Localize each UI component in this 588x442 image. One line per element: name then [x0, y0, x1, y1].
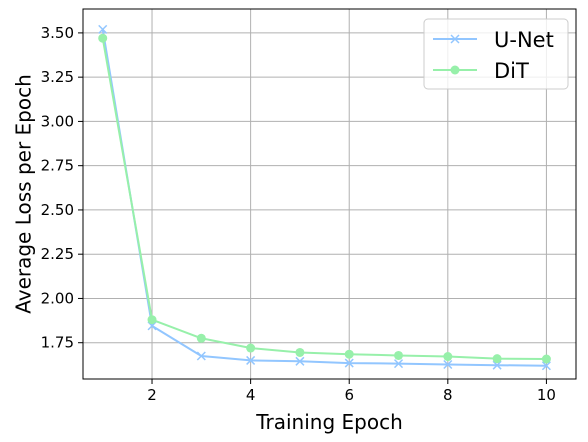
- y-tick-label: 2.50: [41, 201, 74, 219]
- data-point: [295, 347, 305, 357]
- legend-entry: DiT: [433, 59, 529, 83]
- series-line: [101, 38, 547, 360]
- legend-marker: [450, 34, 460, 44]
- data-point: [541, 354, 551, 364]
- data-point: [98, 24, 108, 34]
- data-point: [246, 355, 256, 365]
- x-axis-label: Training Epoch: [255, 410, 403, 434]
- data-point: [393, 359, 404, 369]
- y-tick-label: 3.50: [41, 24, 74, 42]
- data-point: [344, 349, 354, 359]
- series-layer: [98, 24, 551, 371]
- series-u-net: [98, 24, 551, 371]
- data-point: [492, 360, 502, 370]
- y-tick-label: 2.25: [41, 245, 74, 263]
- data-point: [196, 333, 206, 343]
- x-tick-label: 8: [443, 386, 453, 404]
- x-axis: 2 4 6 8 10: [147, 379, 556, 404]
- data-point: [98, 33, 108, 43]
- x-tick-label: 2: [147, 386, 157, 404]
- x-tick-label: 6: [344, 386, 354, 404]
- data-point: [492, 354, 502, 364]
- x-tick-label: 10: [537, 386, 556, 404]
- data-point: [443, 359, 453, 370]
- legend-marker: [450, 65, 460, 75]
- data-point: [541, 361, 551, 371]
- y-axis-label: Average Loss per Epoch: [12, 74, 36, 314]
- y-axis: 1.75 2.00 2.25 2.50 2.75 3.00 3.25 3.50: [41, 24, 83, 352]
- series-line: [101, 29, 547, 367]
- y-tick-label: 2.00: [41, 289, 74, 307]
- data-point: [147, 315, 157, 325]
- y-tick-label: 2.75: [41, 157, 74, 175]
- x-tick-label: 4: [246, 386, 256, 404]
- legend: U-Net DiT: [423, 18, 569, 90]
- legend-entry: U-Net: [433, 28, 554, 52]
- data-point: [295, 356, 305, 366]
- series-dit: [98, 33, 551, 364]
- data-point: [344, 358, 354, 368]
- y-tick-label: 3.00: [41, 112, 74, 130]
- plot-frame: [82, 8, 577, 380]
- legend-label: DiT: [494, 59, 529, 83]
- legend-box: [423, 18, 569, 90]
- data-point: [196, 351, 206, 361]
- legend-label: U-Net: [494, 28, 554, 52]
- y-tick-label: 1.75: [41, 334, 74, 352]
- data-point: [394, 350, 404, 360]
- data-point: [246, 343, 256, 353]
- data-point: [443, 352, 453, 362]
- y-tick-label: 3.25: [41, 68, 74, 86]
